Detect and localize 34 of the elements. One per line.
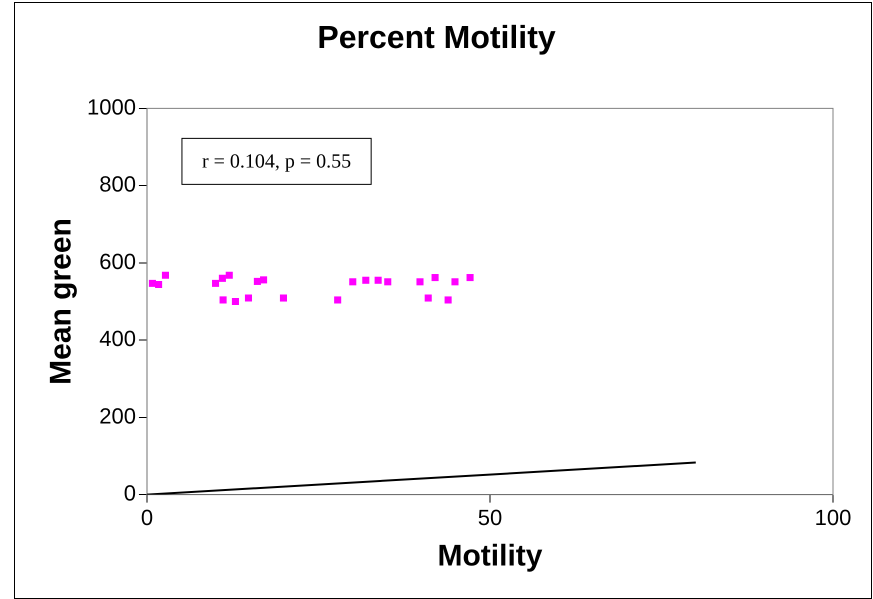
- point: [384, 278, 392, 286]
- point: [424, 294, 432, 302]
- point: [334, 296, 342, 304]
- point: [155, 280, 162, 288]
- y-tick-label: 200: [99, 403, 136, 428]
- point: [212, 280, 220, 287]
- point: [349, 278, 356, 286]
- point: [218, 274, 226, 282]
- y-tick-label: 800: [99, 172, 136, 197]
- point: [466, 274, 474, 282]
- chart-title: Percent Motility: [317, 19, 556, 56]
- point: [432, 274, 439, 282]
- y-tick-label: 1000: [86, 94, 136, 120]
- point: [220, 296, 227, 304]
- point: [232, 298, 239, 306]
- y-tick-label: 600: [99, 248, 136, 274]
- x-tick-label: 100: [814, 504, 852, 530]
- point: [444, 296, 452, 304]
- point: [374, 276, 382, 284]
- annotation: r = 0.104, p = 0.55: [202, 150, 352, 173]
- point: [162, 272, 169, 279]
- x-axis-title: Motility: [437, 539, 543, 572]
- y-axis-title: Mean green: [44, 218, 78, 385]
- point: [451, 278, 459, 286]
- point: [416, 278, 424, 286]
- y-tick-label: 400: [99, 326, 136, 352]
- y-tick-label: 0: [124, 480, 136, 506]
- point: [244, 294, 252, 302]
- x-tick-label: 0: [140, 504, 154, 530]
- point: [260, 276, 268, 284]
- x-tick-label: 50: [478, 504, 502, 530]
- point: [280, 294, 288, 302]
- point: [362, 276, 370, 284]
- point: [226, 272, 233, 279]
